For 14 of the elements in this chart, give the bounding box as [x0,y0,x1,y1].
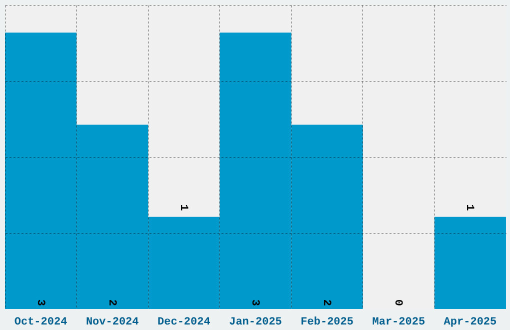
x-tick-label: Feb-2025 [300,316,354,328]
data-label: 3 [34,299,46,306]
data-label: 3 [248,299,260,306]
data-label: 1 [463,204,476,212]
data-label: 2 [105,299,118,306]
x-tick-label: Nov-2024 [86,316,140,328]
data-label: 1 [176,204,189,212]
x-tick-label: Dec-2024 [158,316,211,328]
x-tick-label: Jan-2025 [229,316,282,328]
x-tick-label: Mar-2025 [372,316,426,328]
x-tick-label: Apr-2025 [444,316,498,328]
data-label: 0 [392,299,404,306]
x-tick-label: Oct-2024 [14,316,68,328]
data-label: 2 [320,299,332,306]
